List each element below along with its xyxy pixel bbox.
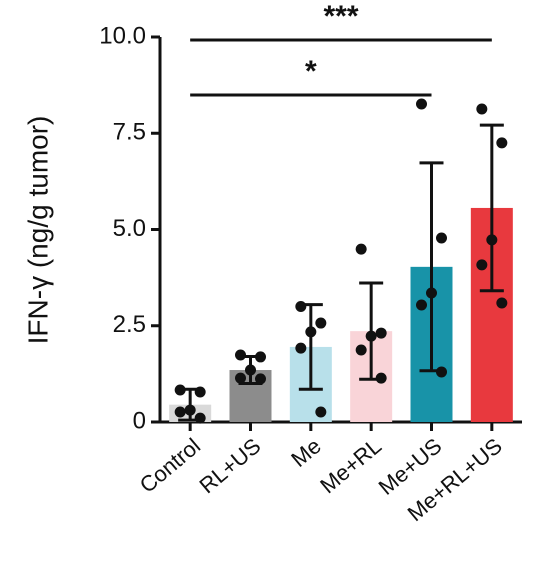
x-tick-label: RL+US (195, 433, 266, 498)
data-point (365, 330, 377, 342)
significance-label: * (305, 55, 317, 88)
data-point (174, 384, 186, 396)
y-tick-label: 10.0 (99, 22, 146, 49)
data-point (305, 326, 317, 338)
x-tick-label: Me (286, 433, 325, 472)
significance-label: *** (323, 0, 358, 33)
x-tick-label: Control (135, 433, 205, 498)
data-point (194, 386, 206, 398)
data-point (355, 344, 367, 356)
x-tick-label: Me+RL (315, 433, 386, 498)
data-point (194, 412, 206, 424)
data-point (295, 342, 307, 354)
data-point (235, 372, 246, 384)
data-point (355, 243, 367, 255)
data-point (436, 366, 447, 378)
data-point (496, 297, 508, 309)
data-point (295, 301, 307, 312)
data-point (315, 406, 327, 418)
data-point (255, 373, 266, 385)
y-tick-label: 7.5 (113, 119, 146, 146)
y-tick-label: 2.5 (113, 311, 146, 338)
data-point (426, 287, 437, 299)
data-point (184, 404, 196, 416)
data-point (174, 406, 186, 418)
error-bar (479, 123, 504, 293)
data-point (496, 137, 508, 149)
data-point (245, 364, 256, 376)
data-point (375, 372, 387, 384)
y-tick-label: 0 (133, 407, 146, 434)
y-axis-label: IFN-γ (ng/g tumor) (22, 116, 53, 345)
data-point (315, 317, 327, 329)
data-point (476, 259, 488, 271)
data-point (476, 103, 488, 115)
data-point (436, 232, 447, 244)
y-tick-label: 5.0 (113, 215, 146, 242)
data-point (255, 351, 266, 363)
data-point (416, 299, 427, 311)
data-point (375, 327, 387, 339)
data-point (486, 234, 498, 246)
data-point (235, 349, 246, 361)
data-point (416, 98, 427, 110)
